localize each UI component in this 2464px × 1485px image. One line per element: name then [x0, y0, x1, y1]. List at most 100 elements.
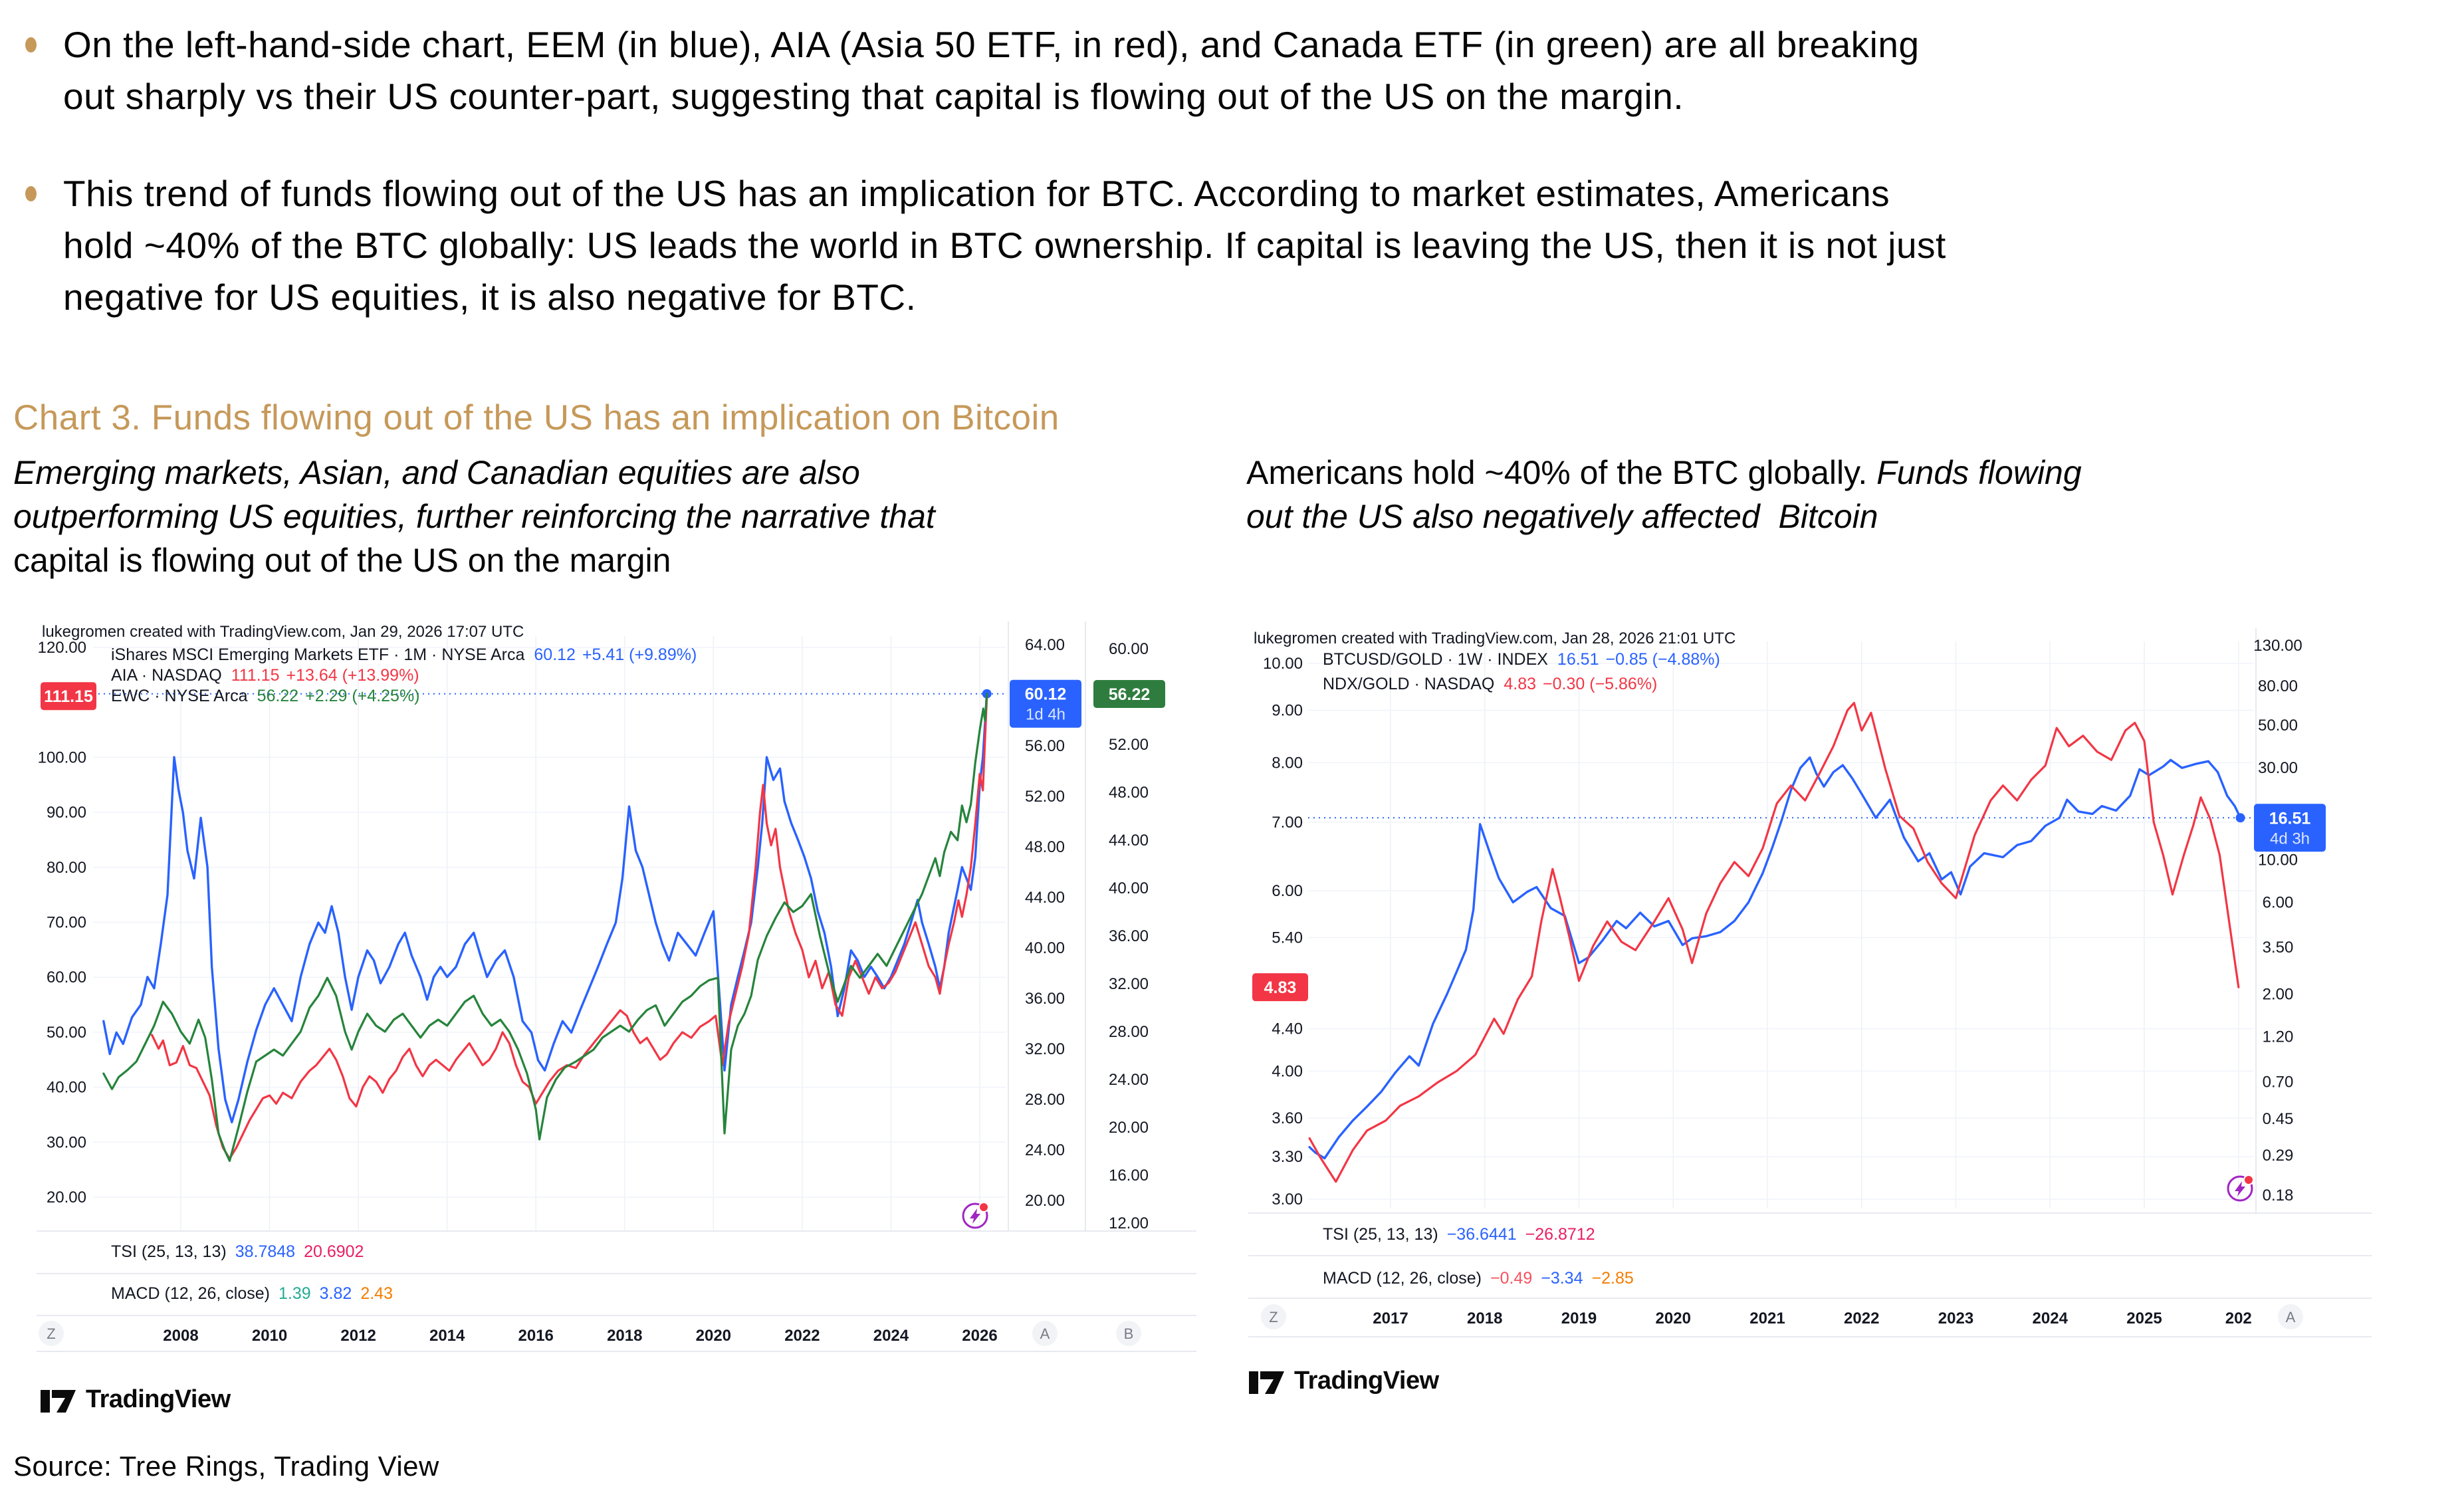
legend-series: BTCUSD/GOLD · 1W · INDEX 16.51 −0.85 (−4.8…: [1323, 650, 1720, 669]
legend-series: iShares MSCI Emerging Markets ETF · 1M ·…: [111, 645, 697, 664]
macd-indicator-row: MACD (12, 26, close) −0.49 −3.34 −2.85: [1323, 1269, 1634, 1288]
legend-series: NDX/GOLD · NASDAQ 4.83 −0.30 (−5.86%): [1323, 675, 1658, 693]
tradingview-mark-icon: [1249, 1371, 1284, 1394]
price-tag-countdown: 4d 3h: [2270, 830, 2310, 848]
axis-tick-label: 0.70: [2263, 1073, 2294, 1091]
scale-pill-label: A: [2286, 1309, 2296, 1325]
series-line: [1308, 701, 2240, 1183]
x-axis-year-label: 2025: [2126, 1310, 2162, 1327]
axis-tick-label: 6.00: [2263, 893, 2294, 911]
axis-tick-label: 10.00: [1263, 655, 1303, 673]
axis-tick-label: 32.00: [1109, 975, 1149, 993]
macd-indicator-row: MACD (12, 26, close) 1.39 3.82 2.43: [111, 1284, 393, 1303]
axis-tick-label: 24.00: [1025, 1141, 1065, 1159]
tradingview-logo: TradingView: [1248, 1364, 1439, 1397]
axis-tick-label: 4.00: [1272, 1062, 1303, 1080]
axis-tick-label: 50.00: [47, 1024, 86, 1042]
source-line: Source: Tree Rings, Trading View: [13, 1450, 439, 1482]
axis-tick-label: 44.00: [1109, 832, 1149, 850]
axis-tick-label: 0.18: [2263, 1187, 2294, 1204]
price-tag: [1252, 973, 1308, 1002]
axis-tick-label: 50.00: [2258, 717, 2298, 735]
x-axis-year-label: 2020: [696, 1327, 731, 1345]
chart-plot: 10.00 9.00 8.00 7.00 6.00 5.40 4.40 4.00 3.60 3.3…: [1248, 628, 2372, 1337]
tsi-indicator-row: TSI (25, 13, 13) −36.6441 −26.8712: [1323, 1225, 1595, 1244]
text-line: out the US also negatively affected Bitc…: [1246, 498, 1878, 535]
axis-tick-label: 2.00: [2263, 985, 2294, 1003]
tradingview-logo: TradingView: [40, 1383, 231, 1416]
price-tag: [41, 682, 96, 711]
scale-pill-B[interactable]: [1116, 1321, 1141, 1346]
axis-tick-label: 48.00: [1109, 784, 1149, 802]
axis-tick-label: 5.40: [1272, 929, 1303, 947]
bullet-dot: [25, 37, 37, 53]
series-line: [102, 693, 988, 1163]
x-axis-year-label: 2016: [518, 1327, 554, 1345]
x-axis-year-label: 2008: [163, 1327, 198, 1345]
axis-tick-label: 40.00: [1025, 939, 1065, 957]
axis-tick-label: 36.00: [1025, 990, 1065, 1008]
axis-tick-label: 7.00: [1272, 814, 1303, 832]
price-tag: [1093, 680, 1165, 709]
scale-pill-Z[interactable]: [39, 1321, 64, 1346]
axis-tick-label: 8.00: [1272, 754, 1303, 772]
scale-pill-A[interactable]: [2278, 1304, 2303, 1329]
scale-pill-label: B: [1124, 1325, 1134, 1342]
x-axis-year-label: 2020: [1656, 1310, 1691, 1327]
x-axis-year-label: 2024: [873, 1327, 909, 1345]
bullet-text: This trend of funds flowing out of the U…: [63, 168, 1946, 323]
series-last-point-dot: [2235, 813, 2245, 823]
bullet-dot: [25, 186, 37, 201]
axis-tick-label: 100.00: [38, 748, 86, 766]
scale-pill-A[interactable]: [1032, 1321, 1058, 1346]
scale-pill-Z[interactable]: [1261, 1304, 1286, 1329]
left-chart-description: Emerging markets, Asian, and Canadian eq…: [13, 451, 935, 582]
axis-tick-label: 40.00: [47, 1079, 86, 1097]
axis-tick-label: 9.00: [1272, 702, 1303, 720]
axis-tick-label: 48.00: [1025, 838, 1065, 856]
notification-dot: [2243, 1175, 2254, 1185]
chart-section-title: Chart 3. Funds flowing out of the US has…: [13, 398, 1060, 437]
axis-tick-label: 120.00: [38, 639, 86, 657]
axis-tick-label: 20.00: [1025, 1192, 1065, 1210]
left-tradingview-chart: 120.00 100.00 90.00 80.00 70.00 60.00 50.00 40.…: [37, 622, 1196, 1353]
x-axis-year-label: 202: [2225, 1310, 2252, 1327]
scale-pill-label: Z: [47, 1325, 55, 1342]
text-line: out sharply vs their US counter-part, su…: [63, 76, 1684, 117]
axis-tick-label: 20.00: [47, 1189, 86, 1206]
flash-boost-icon[interactable]: [2227, 1175, 2254, 1202]
axis-tick-label: 3.60: [1272, 1109, 1303, 1127]
text-line: Americans hold ~40% of the BTC globally.…: [1246, 454, 2082, 491]
axis-tick-label: 28.00: [1025, 1091, 1065, 1109]
price-tag: [1010, 679, 1081, 728]
price-tag-value: 16.51: [2269, 809, 2311, 828]
axis-tick-label: 3.50: [2263, 939, 2294, 957]
axis-tick-label: 64.00: [1025, 636, 1065, 654]
axis-tick-label: 6.00: [1272, 882, 1303, 900]
axis-tick-label: 52.00: [1025, 788, 1065, 806]
notification-dot: [978, 1202, 989, 1212]
axis-tick-label: 70.00: [47, 914, 86, 932]
axis-tick-label: 36.00: [1109, 927, 1149, 945]
axis-tick-label: 60.00: [47, 969, 86, 986]
text-line: On the left-hand-side chart, EEM (in blu…: [63, 24, 1920, 65]
x-axis-year-label: 2019: [1561, 1310, 1597, 1327]
tradingview-mark-icon: [41, 1390, 76, 1413]
tradingview-wordmark: TradingView: [1294, 1366, 1439, 1395]
axis-tick-label: 32.00: [1025, 1040, 1065, 1058]
x-axis-year-label: 2026: [962, 1327, 997, 1345]
x-axis-year-label: 2023: [1938, 1310, 1973, 1327]
x-axis-year-label: 2022: [1844, 1310, 1879, 1327]
axis-tick-label: 1.20: [2263, 1028, 2294, 1046]
axis-tick-label: 44.00: [1025, 889, 1065, 907]
right-chart-description: Americans hold ~40% of the BTC globally.…: [1246, 451, 2082, 538]
axis-tick-label: 80.00: [2258, 677, 2298, 695]
axis-tick-label: 80.00: [47, 859, 86, 877]
legend-series: EWC · NYSE Arca 56.22 +2.29 (+4.25%): [111, 687, 420, 705]
scale-pill-label: A: [1040, 1325, 1050, 1342]
axis-tick-label: 3.00: [1272, 1191, 1303, 1208]
text-line: capital is flowing out of the US on the …: [13, 542, 671, 579]
scale-pill-label: Z: [1269, 1309, 1278, 1325]
flash-boost-icon[interactable]: [962, 1202, 989, 1229]
